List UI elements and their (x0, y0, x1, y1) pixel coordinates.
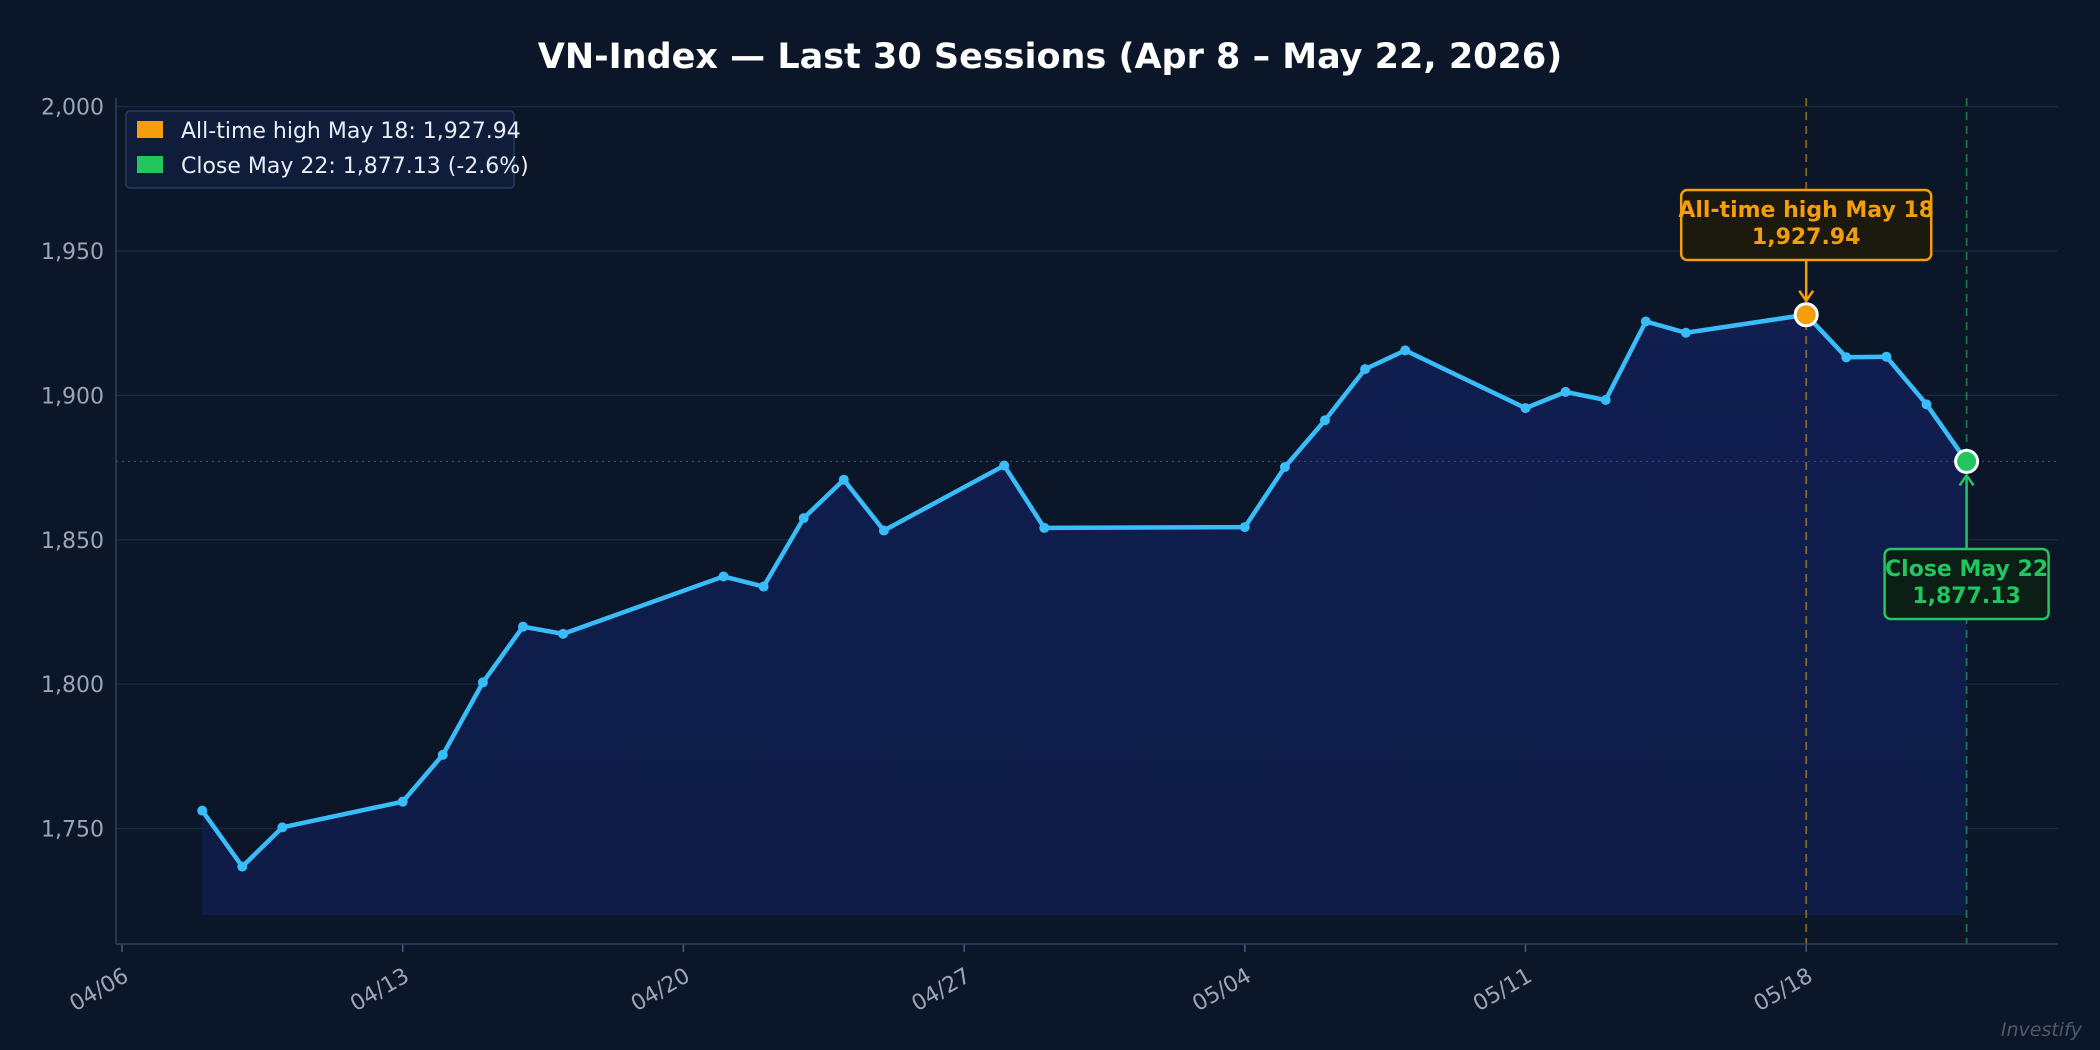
data-point (518, 621, 528, 632)
x-tick-label: 04/27 (908, 964, 975, 1017)
annotation-box (1679, 188, 1933, 262)
data-point (1881, 351, 1892, 362)
x-tick-label: 04/20 (627, 964, 694, 1017)
x-tick-label: 04/13 (346, 964, 413, 1017)
data-point (718, 571, 729, 582)
highlight-marker (1793, 302, 1819, 328)
annotation-arrowhead (1798, 290, 1815, 303)
data-point (277, 822, 288, 833)
data-point (477, 677, 488, 688)
series-line (199, 312, 1969, 869)
y-tick-label: 2,000 (41, 96, 104, 121)
data-point (758, 581, 769, 592)
data-point (1320, 415, 1330, 426)
annotation-text: Close May 22 (1885, 557, 2048, 582)
data-point (397, 796, 408, 807)
data-point (1921, 399, 1932, 410)
y-tick-label: 1,800 (41, 673, 104, 698)
legend-swatch (137, 156, 163, 173)
legend: All-time high May 18: 1,927.94 Close May … (125, 110, 529, 189)
series-points (197, 309, 1972, 872)
data-point (1640, 316, 1651, 327)
data-point (1520, 403, 1531, 414)
legend-label: Close May 22: 1,877.13 (-2.6%) (181, 154, 529, 179)
area-fill (202, 314, 1967, 915)
annotation-arrowhead (1958, 473, 1975, 487)
data-point (1400, 345, 1411, 356)
annotation-text: 1,877.13 (1912, 584, 2021, 609)
x-tick-label: 05/18 (1750, 964, 1817, 1017)
data-point (1039, 522, 1050, 533)
data-point (1279, 462, 1290, 473)
y-tick-label: 1,950 (41, 240, 104, 265)
data-point (1360, 364, 1371, 375)
data-point (1680, 327, 1691, 338)
watermark: Investify (2001, 1019, 2083, 1041)
legend-swatch (137, 121, 163, 138)
data-point (1600, 395, 1611, 406)
x-tick-label: 04/06 (66, 964, 133, 1017)
annotation-text: 1,927.94 (1752, 225, 1861, 250)
highlight-marker (1954, 448, 1980, 474)
data-point (1841, 352, 1852, 363)
data-point (838, 474, 849, 485)
annotation-text: All-time high May 18 (1678, 198, 1934, 223)
y-tick-label: 1,750 (41, 818, 104, 843)
data-point (558, 628, 569, 639)
data-point (999, 460, 1010, 471)
series-line-path (199, 312, 1969, 869)
data-point (1560, 386, 1571, 397)
x-tick-label: 05/11 (1469, 964, 1536, 1017)
data-point (798, 513, 809, 524)
y-tick-label: 1,900 (41, 384, 104, 409)
data-point (878, 525, 889, 536)
chart-title: VN-Index — Last 30 Sessions (Apr 8 – May… (538, 37, 1563, 77)
data-point (437, 749, 448, 760)
data-point (237, 861, 248, 872)
legend-label: All-time high May 18: 1,927.94 (181, 119, 521, 144)
data-point (197, 805, 208, 816)
data-point (1239, 522, 1250, 533)
annotation-box (1883, 547, 2050, 621)
annotations: All-time high May 181,927.94 Close May 22… (1678, 188, 2050, 621)
y-tick-label: 1,850 (41, 529, 104, 554)
legend-box (125, 110, 515, 189)
x-tick-label: 05/04 (1188, 964, 1255, 1017)
area-under-line (202, 314, 1967, 915)
